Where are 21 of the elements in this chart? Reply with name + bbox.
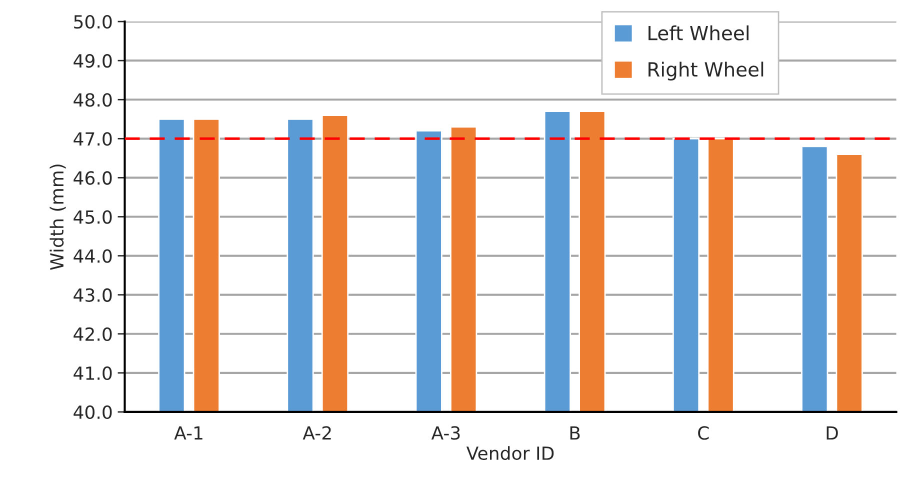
x-tick-label: A-2 bbox=[302, 426, 331, 440]
y-tick-label: 40.0 bbox=[74, 405, 112, 420]
y-tick-label: 50.0 bbox=[74, 15, 112, 29]
legend-label: Right Wheel bbox=[648, 62, 764, 81]
y-tick-label: 49.0 bbox=[74, 54, 112, 68]
y-tick-label: 44.0 bbox=[74, 249, 112, 263]
y-tick-label: 48.0 bbox=[74, 93, 112, 107]
x-tick-label: A-3 bbox=[431, 426, 460, 440]
legend-label: Left Wheel bbox=[648, 25, 748, 40]
x-tick-label: C bbox=[698, 426, 709, 440]
y-tick-label: 42.0 bbox=[74, 327, 112, 341]
x-tick-label: A-1 bbox=[174, 426, 202, 440]
x-tick-label: D bbox=[826, 426, 838, 440]
y-tick-label: 41.0 bbox=[74, 366, 112, 380]
y-tick-label: 47.0 bbox=[74, 132, 112, 146]
x-tick-label: B bbox=[570, 426, 580, 440]
y-tick-label: 45.0 bbox=[74, 210, 112, 224]
x-axis-title: Vendor ID bbox=[466, 446, 554, 460]
y-tick-label: 46.0 bbox=[74, 171, 112, 185]
y-axis-title: Width (mm) bbox=[50, 164, 66, 270]
y-tick-label: 43.0 bbox=[74, 288, 112, 302]
